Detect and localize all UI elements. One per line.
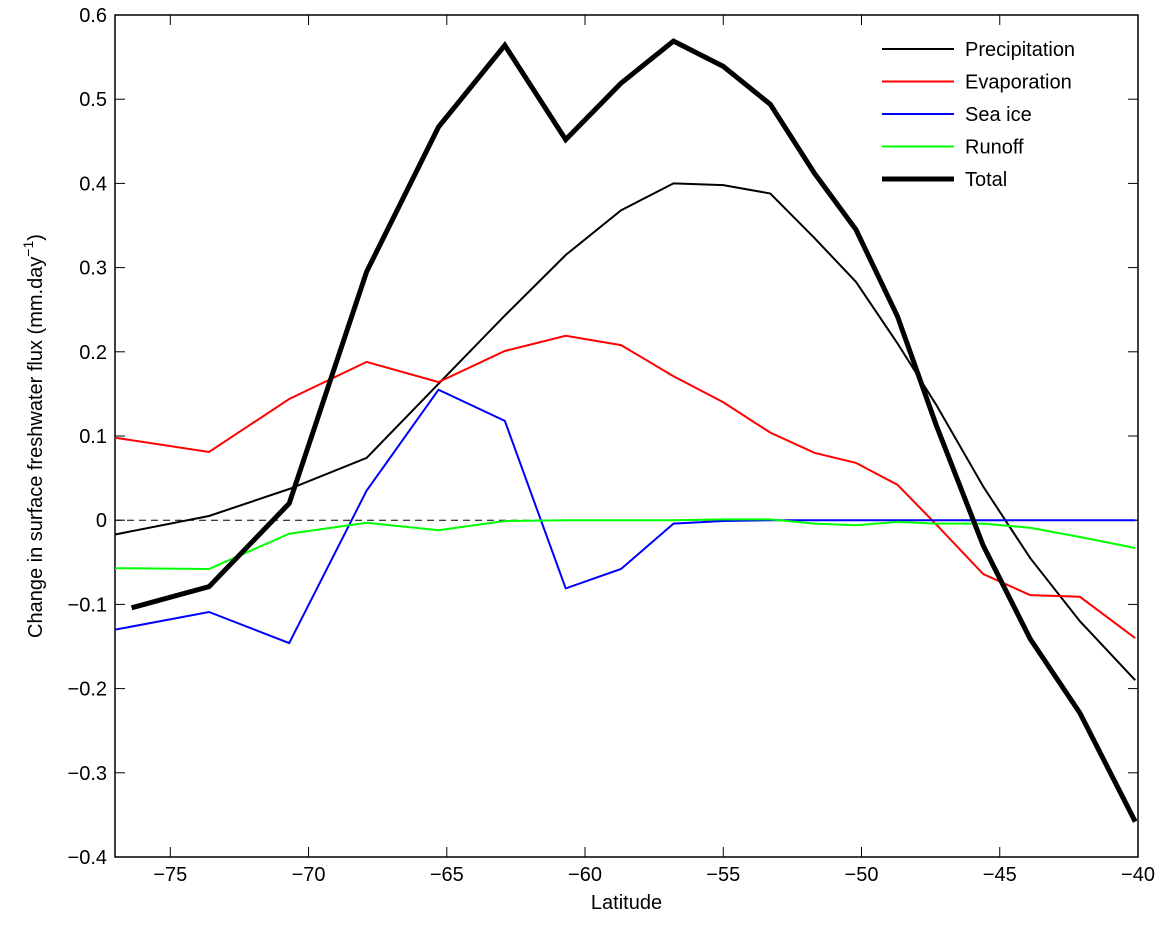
y-tick-label: −0.2 [68, 679, 107, 701]
x-tick-label: −45 [983, 864, 1017, 886]
series-line-runoff [115, 518, 1136, 571]
plot-area [114, 14, 1139, 858]
series-line-sea-ice [115, 388, 1136, 645]
y-tick-label: 0.4 [79, 173, 107, 195]
x-tick-label: −65 [430, 864, 464, 886]
x-axis-label: Latitude [591, 892, 662, 914]
x-tick-label: −40 [1121, 864, 1155, 886]
x-tick-label: −70 [292, 864, 326, 886]
y-axis-label-main: Change in surface freshwater flux (mm.da… [25, 257, 47, 638]
series-group [115, 38, 1138, 823]
legend-label-sea-ice: Sea ice [965, 104, 1032, 126]
legend-label-runoff: Runoff [965, 137, 1024, 159]
y-tick-label: 0.6 [79, 5, 107, 27]
legend-label-evaporation: Evaporation [965, 72, 1072, 94]
series-line-total [130, 38, 1138, 823]
legend-label-precipitation: Precipitation [965, 39, 1075, 61]
x-tick-label: −55 [706, 864, 740, 886]
y-tick-label: 0.1 [79, 426, 107, 448]
y-axis-label-superscript: −1 [20, 241, 36, 257]
series-line-precipitation [115, 182, 1136, 681]
y-tick-label: −0.1 [68, 594, 107, 616]
x-tick-label: −60 [568, 864, 602, 886]
y-tick-label: 0.5 [79, 89, 107, 111]
y-tick-label: 0 [96, 510, 107, 532]
ticks-group: −75 −70 −65 −60 −55 −50 −45 −40 −0.4 −0.3 −0.2 −0.1… [68, 5, 1155, 886]
y-tick-label: 0.2 [79, 342, 107, 364]
x-tick-label: −75 [153, 864, 187, 886]
y-tick-label: 0.3 [79, 258, 107, 280]
y-axis-label: Change in surface freshwater flux (mm.da… [20, 234, 47, 638]
y-tick-label: −0.4 [68, 847, 107, 869]
legend: Precipitation Evaporation Sea ice Runoff Tot… [882, 39, 1075, 191]
x-tick-label: −50 [845, 864, 879, 886]
legend-label-total: Total [965, 169, 1007, 191]
series-line-evaporation [115, 334, 1136, 639]
y-axis-label-close: ) [25, 234, 47, 241]
y-tick-label: −0.3 [68, 763, 107, 785]
